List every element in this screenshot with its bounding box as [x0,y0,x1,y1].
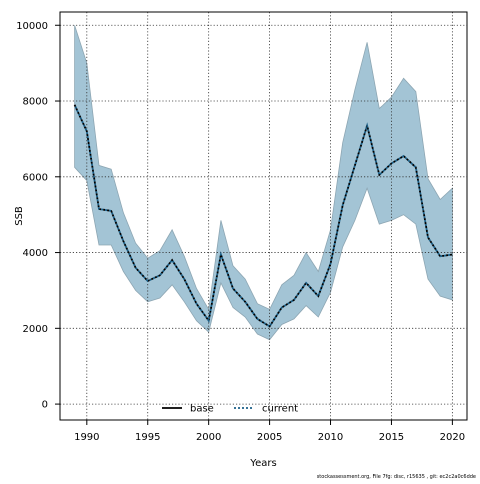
y-tick-label: 0 [42,400,48,411]
x-tick-label: 2000 [196,432,221,443]
y-tick-label: 4000 [23,248,48,259]
x-tick-label: 1995 [135,432,160,443]
axis-layer: 1990 1995 2000 2005 2010 2015 2020 0 2000 4000 600… [16,21,465,443]
y-tick-label: 6000 [23,172,48,183]
x-tick-label: 2005 [257,432,282,443]
x-tick-label: 2015 [379,432,404,443]
legend-label-base: base [190,404,214,415]
y-tick-label: 2000 [23,324,48,335]
plot-frame [59,11,468,421]
legend: base current [162,404,298,415]
series-current-line-base [73,104,453,328]
legend-label-current: current [262,404,298,415]
x-axis-title: Years [249,458,276,469]
series-current-line [73,104,453,328]
x-tick-label: 2010 [318,432,343,443]
confidence-band [74,25,453,341]
x-tick-label: 1990 [74,432,99,443]
x-tick-label: 2020 [440,432,465,443]
y-tick-label: 8000 [23,97,48,108]
y-axis-title: SSB [14,206,25,226]
band-layer [74,25,453,341]
footer-text: stockassessment.org, File 7fg: disc, r15… [317,474,476,480]
y-tick-label: 10000 [16,21,48,32]
series-layer [73,104,453,328]
